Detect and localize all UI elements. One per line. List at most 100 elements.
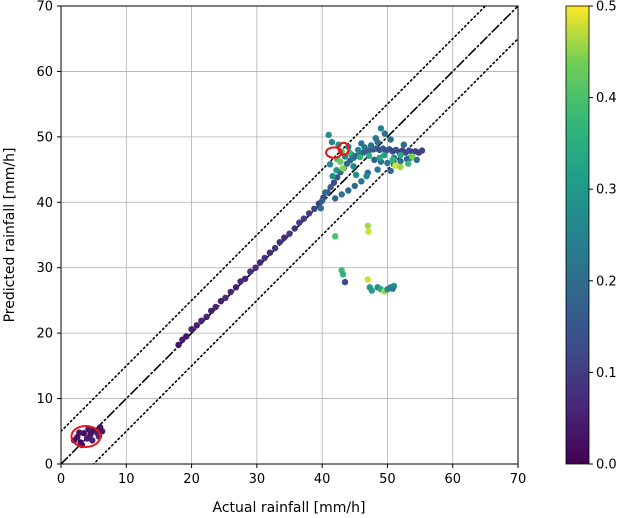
data-point (365, 228, 372, 235)
y-axis-label: Predicted rainfall [mm/h] (2, 148, 18, 323)
data-point (281, 234, 288, 241)
data-point (363, 172, 370, 180)
data-point (392, 162, 399, 169)
data-point (397, 152, 404, 159)
data-point (376, 154, 383, 161)
data-point (339, 165, 347, 172)
data-point (351, 182, 358, 190)
data-point (365, 152, 373, 159)
highlight-markers (70, 141, 350, 448)
data-point (345, 187, 352, 194)
y-tick-label: 40 (36, 196, 53, 211)
colorbar-tick-label: 0.1 (596, 366, 617, 381)
data-point (387, 136, 394, 143)
colorbar-tick-label: 0.2 (596, 274, 617, 289)
data-point (418, 147, 426, 154)
x-tick-label: 0 (57, 472, 65, 487)
data-point (372, 135, 379, 142)
data-point (364, 276, 371, 283)
data-point (325, 131, 332, 139)
data-point (329, 172, 336, 180)
colorbar (565, 5, 590, 465)
y-axis-ticks: 0 10 20 30 40 50 60 70 (36, 0, 61, 473)
y-tick-label: 60 (36, 65, 53, 80)
data-point (227, 288, 234, 296)
data-point (328, 138, 336, 146)
x-tick-label: 20 (183, 472, 200, 487)
x-tick-label: 70 (510, 472, 527, 487)
data-point (371, 156, 378, 163)
x-axis-ticks: 0 10 20 30 40 50 60 70 (57, 464, 526, 487)
data-point (374, 166, 381, 173)
data-point (397, 163, 404, 171)
y-tick-label: 10 (36, 392, 53, 407)
data-point (368, 287, 375, 294)
data-point (332, 233, 339, 240)
data-point (341, 278, 349, 286)
data-point (332, 195, 339, 202)
x-tick-label: 10 (118, 472, 135, 487)
reference-line (61, 6, 487, 433)
data-point (217, 297, 225, 305)
data-point (330, 179, 338, 186)
data-point (318, 197, 326, 205)
y-tick-label: 70 (36, 0, 53, 15)
data-point (296, 219, 303, 226)
data-point (364, 222, 371, 229)
data-point (98, 428, 106, 435)
reference-line (92, 37, 518, 464)
x-tick-label: 50 (379, 472, 396, 487)
data-point (76, 429, 83, 436)
data-point (338, 191, 345, 198)
plot-frame (60, 5, 519, 465)
colorbar-tick-label: 0.4 (596, 91, 617, 106)
data-point (389, 285, 396, 292)
data-point (252, 264, 259, 271)
data-point (413, 156, 420, 163)
data-point (286, 230, 293, 237)
x-axis-label: Actual rainfall [mm/h] (213, 500, 366, 516)
data-point (384, 159, 391, 167)
data-point (305, 210, 313, 217)
data-point (247, 268, 254, 275)
colorbar-ticks: 0.0 0.1 0.2 0.3 0.4 0.5 (589, 0, 617, 473)
data-point (367, 142, 375, 149)
data-point (377, 125, 385, 132)
data-point (339, 271, 347, 278)
colorbar-tick-label: 0.3 (596, 183, 617, 198)
y-tick-label: 20 (36, 327, 53, 342)
data-point (222, 294, 229, 301)
data-point (203, 313, 210, 320)
x-tick-label: 30 (249, 472, 266, 487)
reference-lines (61, 6, 518, 464)
data-point (311, 205, 318, 212)
data-point (381, 130, 388, 137)
data-point (327, 184, 334, 191)
data-point (317, 205, 324, 212)
data-point (261, 254, 268, 262)
data-point (356, 153, 364, 161)
data-point (354, 146, 362, 154)
data-point (188, 326, 195, 333)
data-point (183, 333, 190, 340)
data-point (291, 225, 298, 232)
data-point (405, 160, 412, 167)
highlight-ellipse (70, 425, 102, 448)
data-point (337, 158, 344, 165)
data-point (266, 249, 274, 256)
y-tick-label: 50 (36, 130, 53, 145)
data-point (198, 317, 205, 324)
data-point (350, 163, 357, 170)
data-point (358, 178, 365, 185)
scatter-points (70, 125, 426, 449)
data-point (232, 284, 240, 291)
data-point (241, 275, 249, 282)
x-tick-label: 40 (314, 472, 331, 487)
y-tick-label: 30 (36, 261, 53, 276)
data-point (85, 426, 92, 433)
data-point (193, 322, 200, 329)
data-point (326, 161, 334, 168)
data-point (89, 437, 96, 444)
data-point (256, 259, 264, 266)
